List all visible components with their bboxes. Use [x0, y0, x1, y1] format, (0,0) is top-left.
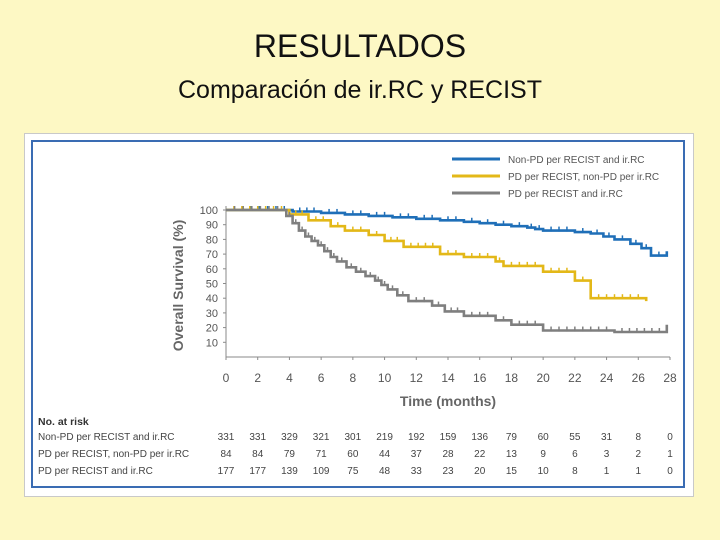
- x-axis-label: Time (months): [400, 393, 496, 409]
- x-tick-label: 24: [600, 371, 614, 385]
- slide-title: RESULTADOS: [253, 28, 467, 64]
- y-tick-label: 80: [206, 234, 218, 246]
- x-tick-label: 22: [568, 371, 582, 385]
- series-line-1: [226, 208, 669, 257]
- figure-border: [31, 140, 685, 488]
- x-tick-label: 4: [286, 371, 293, 385]
- x-tick-label: 18: [505, 371, 519, 385]
- series-line-3: [226, 208, 669, 334]
- x-tick-label: 16: [473, 371, 487, 385]
- y-tick-label: 90: [206, 220, 218, 232]
- y-tick-label: 20: [206, 323, 218, 335]
- x-tick-label: 8: [350, 371, 357, 385]
- x-tick-label: 14: [441, 371, 455, 385]
- legend-label-2: PD per RECIST, non-PD per ir.RC: [508, 172, 659, 183]
- legend-label-3: PD per RECIST and ir.RC: [508, 189, 623, 200]
- x-tick-label: 12: [410, 371, 424, 385]
- x-tick-label: 6: [318, 371, 325, 385]
- x-tick-label: 0: [223, 371, 230, 385]
- x-tick-label: 2: [254, 371, 261, 385]
- y-tick-label: 40: [206, 293, 218, 305]
- y-axis-label: Overall Survival (%): [170, 220, 186, 352]
- y-tick-label: 10: [206, 337, 218, 349]
- x-tick-label: 28: [663, 371, 677, 385]
- y-tick-label: 50: [206, 279, 218, 291]
- slide-subtitle: Comparación de ir.RC y RECIST: [177, 76, 542, 104]
- y-tick-label: 100: [200, 205, 218, 217]
- figure-frame: [24, 133, 694, 497]
- y-tick-label: 30: [206, 308, 218, 320]
- x-tick-label: 10: [378, 371, 392, 385]
- series-line-2: [226, 208, 648, 302]
- x-tick-label: 26: [632, 371, 646, 385]
- y-tick-label: 70: [206, 249, 218, 261]
- y-tick-label: 60: [206, 264, 218, 276]
- legend-label-1: Non-PD per RECIST and ir.RC: [508, 155, 645, 166]
- x-tick-label: 20: [536, 371, 550, 385]
